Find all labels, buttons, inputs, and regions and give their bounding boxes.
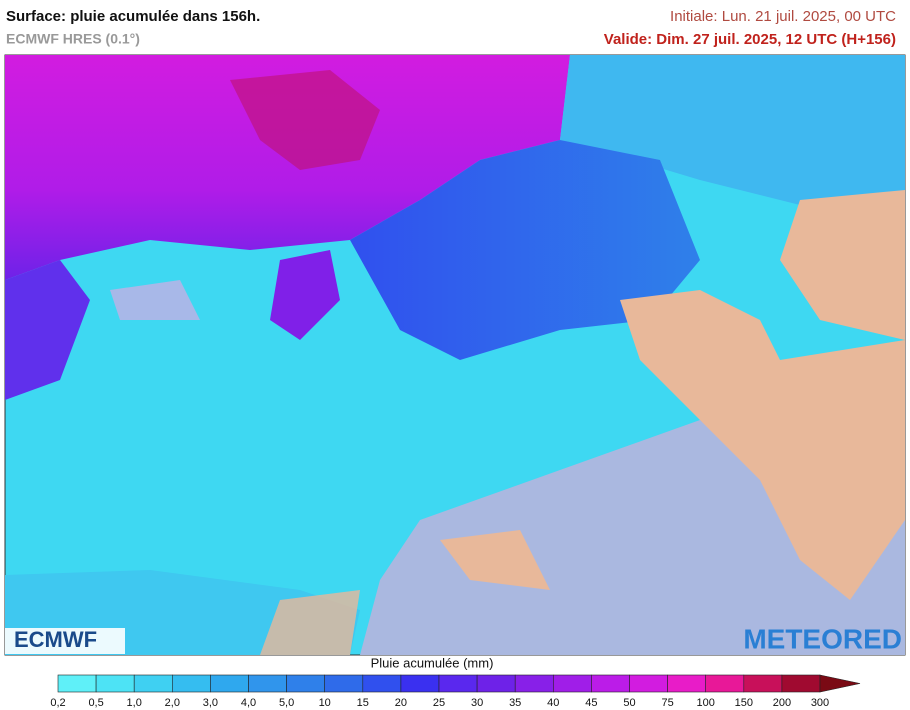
legend-swatch bbox=[248, 674, 287, 693]
legend: 0,2 0,5 1,0 2,0 3,0 4,0 5,0 10 15 20 25 30 35 40 45 50 7… bbox=[50, 674, 861, 709]
legend-swatch bbox=[781, 674, 821, 693]
legend-label: 50 bbox=[623, 697, 635, 709]
logo-meteored: METEORED bbox=[743, 623, 902, 654]
map: ECMWF METEORED bbox=[4, 54, 906, 656]
initial-time: Initiale: Lun. 21 juil. 2025, 00 UTC bbox=[670, 8, 896, 25]
legend-swatch bbox=[705, 674, 745, 693]
logo-ecmwf: ECMWF bbox=[14, 627, 97, 652]
legend-label: 0,5 bbox=[88, 697, 103, 709]
legend-label: 15 bbox=[357, 697, 369, 709]
legend-label: 300 bbox=[811, 697, 829, 709]
legend-title: Pluie acumulée (mm) bbox=[371, 655, 494, 670]
legend-swatch bbox=[286, 674, 326, 693]
legend-swatch bbox=[362, 674, 402, 693]
legend-swatch bbox=[172, 674, 211, 693]
legend-label: 100 bbox=[697, 697, 715, 709]
legend-label: 45 bbox=[585, 697, 597, 709]
subtitle: ECMWF HRES (0.1°) bbox=[6, 31, 140, 47]
title: Surface: pluie acumulée dans 156h. bbox=[6, 8, 260, 25]
legend-swatch bbox=[591, 674, 630, 693]
legend-label: 25 bbox=[433, 697, 445, 709]
legend-label: 5,0 bbox=[279, 697, 294, 709]
legend-label: 35 bbox=[509, 697, 521, 709]
legend-label: 75 bbox=[661, 697, 673, 709]
legend-swatch bbox=[476, 674, 516, 693]
legend-swatch bbox=[133, 674, 173, 693]
legend-swatch bbox=[400, 674, 440, 693]
legend-arrow bbox=[819, 674, 861, 693]
legend-swatch bbox=[667, 674, 706, 693]
legend-label: 4,0 bbox=[241, 697, 256, 709]
legend-label: 20 bbox=[395, 697, 407, 709]
legend-label: 2,0 bbox=[165, 697, 180, 709]
legend-swatch bbox=[552, 674, 592, 693]
legend-swatch bbox=[629, 674, 668, 693]
legend-swatch bbox=[514, 674, 554, 693]
legend-swatch bbox=[324, 674, 364, 693]
valid-time: Valide: Dim. 27 juil. 2025, 12 UTC (H+15… bbox=[604, 31, 896, 48]
legend-swatch bbox=[57, 674, 97, 693]
legend-label: 0,2 bbox=[50, 697, 65, 709]
legend-label: 10 bbox=[319, 697, 331, 709]
legend-swatch bbox=[95, 674, 135, 693]
legend-swatch bbox=[210, 674, 249, 693]
legend-swatch bbox=[743, 674, 783, 693]
legend-label: 30 bbox=[471, 697, 483, 709]
legend-label: 150 bbox=[735, 697, 753, 709]
legend-label: 200 bbox=[773, 697, 791, 709]
legend-label: 1,0 bbox=[127, 697, 142, 709]
legend-label: 40 bbox=[547, 697, 559, 709]
legend-label: 3,0 bbox=[203, 697, 218, 709]
legend-swatch bbox=[438, 674, 478, 693]
